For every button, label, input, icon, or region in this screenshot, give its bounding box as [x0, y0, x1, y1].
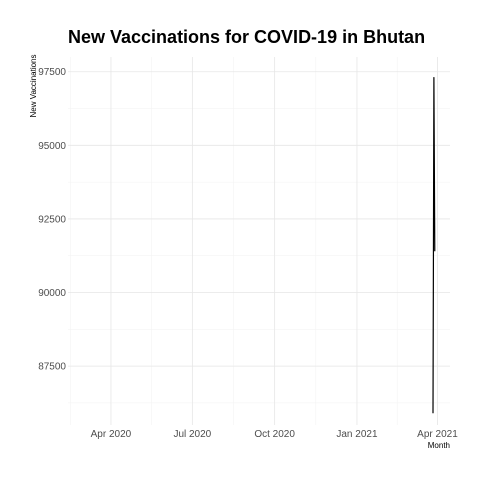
y-tick-label: 97500: [38, 67, 66, 78]
series-line: [432, 77, 436, 414]
x-axis-label: Month: [428, 441, 450, 450]
chart-title: New Vaccinations for COVID-19 in Bhutan: [68, 27, 425, 47]
x-tick-label: Jul 2020: [173, 429, 211, 440]
x-tick-label: Jan 2021: [336, 429, 378, 440]
x-axis-ticks: Apr 2020 Jul 2020 Oct 2020 Jan 2021 Apr 2021: [91, 429, 459, 440]
grid: [68, 57, 450, 425]
y-tick-label: 95000: [38, 141, 66, 152]
y-tick-label: 87500: [38, 362, 66, 373]
y-axis-ticks: 87500 90000 92500 95000 97500: [38, 67, 66, 372]
y-tick-label: 92500: [38, 214, 66, 225]
series-layer: [432, 77, 436, 414]
x-tick-label: Apr 2021: [417, 429, 458, 440]
y-axis-label: New Vaccinations: [29, 55, 38, 118]
x-tick-label: Apr 2020: [91, 429, 132, 440]
y-tick-label: 90000: [38, 288, 66, 299]
x-tick-label: Oct 2020: [254, 429, 295, 440]
